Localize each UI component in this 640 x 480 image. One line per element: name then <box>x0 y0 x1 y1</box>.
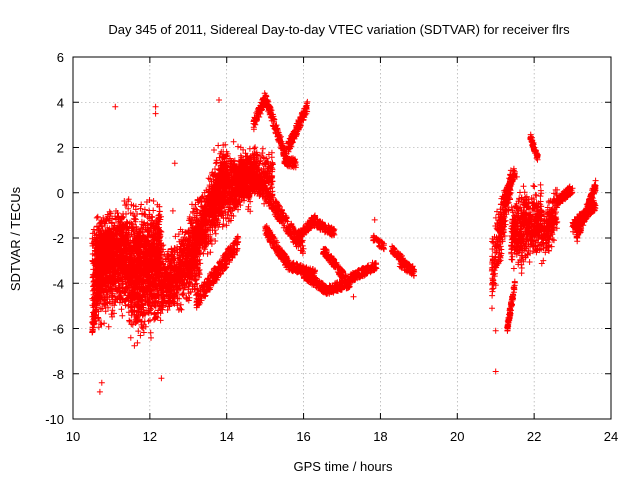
x-axis-label: GPS time / hours <box>294 459 393 474</box>
x-tick-label: 10 <box>66 429 80 444</box>
x-tick-label: 12 <box>143 429 157 444</box>
y-tick-label: 6 <box>57 50 64 65</box>
y-tick-label: 2 <box>57 141 64 156</box>
y-tick-label: -4 <box>52 276 64 291</box>
data-points <box>89 90 599 395</box>
x-tick-label: 22 <box>527 429 541 444</box>
x-tick-label: 24 <box>604 429 618 444</box>
y-tick-label: -2 <box>52 231 64 246</box>
y-tick-label: 0 <box>57 186 64 201</box>
plot-border <box>72 56 612 420</box>
y-tick-label: -6 <box>52 322 64 337</box>
chart-title: Day 345 of 2011, Sidereal Day-to-day VTE… <box>108 22 570 37</box>
y-axis-label: SDTVAR / TECUs <box>8 186 23 291</box>
x-tick-label: 18 <box>373 429 387 444</box>
y-tick-label: -8 <box>52 367 64 382</box>
y-tick-label: 4 <box>57 95 64 110</box>
x-tick-label: 20 <box>450 429 464 444</box>
scatter-markers <box>89 90 599 395</box>
x-tick-label: 14 <box>219 429 233 444</box>
y-tick-label: -10 <box>45 412 64 427</box>
x-tick-label: 16 <box>296 429 310 444</box>
